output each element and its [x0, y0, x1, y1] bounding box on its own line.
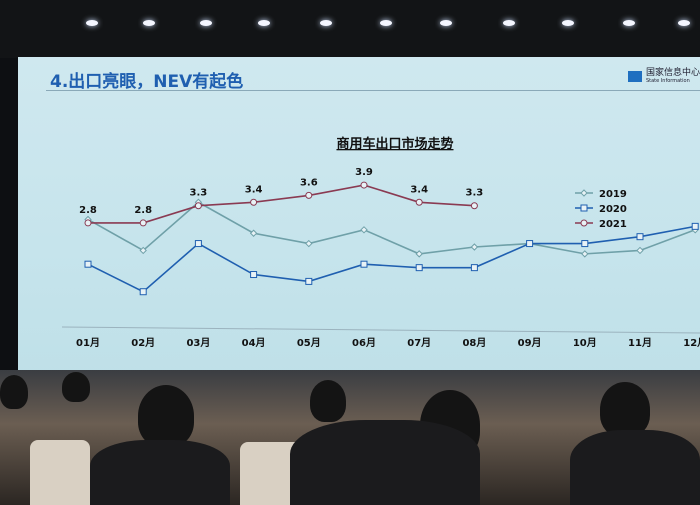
x-tick-label: 04月: [242, 337, 266, 349]
audience-head: [310, 380, 346, 422]
data-point-circle: [84, 219, 92, 227]
audience-body: [290, 420, 480, 505]
data-point-diamond: [580, 189, 588, 197]
x-tick-label: 07月: [407, 337, 431, 349]
audience: [0, 370, 700, 505]
data-point-square: [84, 260, 92, 268]
ceiling-light: [623, 20, 635, 26]
audience-body: [90, 440, 230, 505]
data-point-circle: [415, 198, 423, 206]
data-label: 2.8: [134, 205, 152, 216]
data-point-square: [581, 240, 589, 248]
ceiling: [0, 0, 700, 58]
ceiling-light: [86, 20, 98, 26]
data-point-square: [360, 260, 368, 268]
legend: 2019 2020 2021: [575, 189, 627, 230]
data-point-square: [415, 264, 423, 272]
data-label: 3.4: [245, 184, 263, 195]
audience-body: [570, 430, 700, 505]
data-label: 3.3: [466, 188, 484, 199]
x-tick-label: 05月: [297, 337, 321, 349]
data-point-square: [250, 271, 258, 279]
ceiling-light: [440, 20, 452, 26]
data-point-square: [580, 204, 588, 212]
data-point-diamond: [581, 250, 589, 258]
legend-label: 2020: [599, 204, 627, 215]
data-point-circle: [305, 191, 313, 199]
title-divider: [46, 90, 700, 91]
data-point-square: [636, 233, 644, 241]
x-tick-label: 11月: [628, 337, 652, 349]
data-point-circle: [470, 202, 478, 210]
data-point-circle: [250, 198, 258, 206]
data-point-diamond: [305, 239, 313, 248]
data-point-square: [526, 240, 534, 248]
data-point-circle: [139, 219, 147, 227]
slide-title: 4.出口亮眼，NEV有起色: [50, 72, 244, 92]
x-tick-label: 10月: [573, 337, 597, 349]
data-label: 3.6: [300, 177, 318, 188]
audience-head: [138, 385, 194, 447]
ceiling-light: [320, 20, 332, 26]
chair: [30, 440, 90, 505]
audience-head: [600, 382, 650, 437]
ceiling-light: [258, 20, 270, 26]
logo-mark-icon: [627, 71, 642, 82]
logo-text: 国家信息中心: [645, 68, 700, 78]
data-point-circle: [360, 181, 368, 189]
x-tick-label: 01月: [76, 337, 100, 349]
legend-label: 2021: [599, 219, 627, 230]
presentation-slide: 4.出口亮眼，NEV有起色 国家信息中心 State Information: [18, 57, 700, 375]
audience-head: [62, 372, 90, 402]
data-point-circle: [580, 219, 588, 227]
ceiling-light: [678, 20, 690, 26]
data-point-diamond: [139, 246, 147, 255]
data-point-square: [691, 222, 699, 230]
series-line-2020: [87, 225, 696, 293]
data-label: 3.4: [410, 184, 428, 195]
data-point-square: [194, 240, 202, 248]
x-tick-label: 02月: [131, 337, 155, 349]
organization-logo: 国家信息中心 State Information: [627, 68, 700, 84]
logo-subtext: State Information: [645, 78, 690, 84]
data-point-circle: [194, 202, 202, 210]
data-label: 3.9: [355, 167, 373, 178]
data-point-square: [139, 288, 147, 296]
data-point-diamond: [360, 226, 368, 234]
data-point-square: [470, 264, 478, 272]
data-point-diamond: [415, 250, 423, 258]
ceiling-light: [143, 20, 155, 26]
audience-head: [0, 375, 28, 409]
x-axis: [61, 326, 700, 334]
legend-label: 2019: [599, 189, 627, 200]
series-line-2019: [87, 201, 696, 255]
ceiling-light: [200, 20, 212, 26]
data-point-square: [305, 277, 313, 285]
data-point-diamond: [636, 246, 644, 255]
data-label: 2.8: [79, 205, 97, 216]
series-line-2021: [88, 184, 475, 224]
ceiling-light: [562, 20, 574, 26]
ceiling-light: [380, 20, 392, 26]
x-tick-label: 09月: [518, 337, 542, 349]
x-tick-label: 08月: [462, 337, 486, 349]
x-tick-label: 06月: [352, 337, 376, 349]
chart-title: 商用车出口市场走势: [336, 136, 453, 152]
ceiling-light: [503, 20, 515, 26]
x-tick-label: 12月: [683, 337, 700, 349]
data-point-diamond: [470, 243, 479, 251]
data-point-diamond: [249, 229, 258, 237]
x-tick-label: 03月: [186, 337, 210, 349]
data-label: 3.3: [190, 188, 208, 199]
line-chart: 商用车出口市场走势 01月 02月 03月 04月 05月 06月 07月 08月 09月 10月…: [61, 136, 700, 349]
